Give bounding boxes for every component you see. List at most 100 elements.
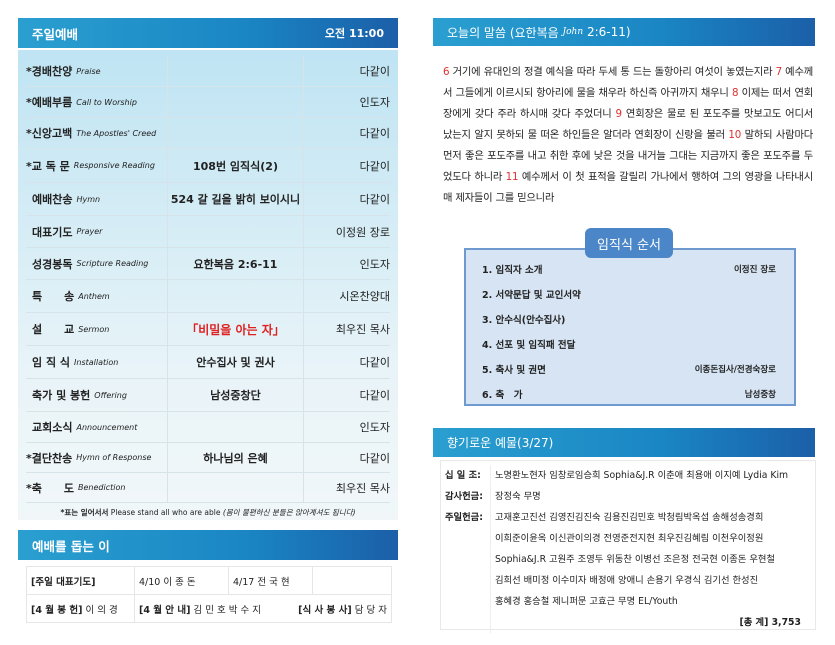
item-ko: *교 독 문 bbox=[26, 159, 70, 173]
item-ko: 대표기도 bbox=[32, 225, 73, 239]
item-en: Prayer bbox=[76, 227, 103, 236]
item-leader: 시온찬양대 bbox=[339, 290, 390, 303]
item-ko: *예배부름 bbox=[26, 96, 73, 109]
item-detail bbox=[168, 118, 304, 148]
item-en: Announcement bbox=[76, 422, 138, 432]
cell: [주일 대표기도] bbox=[26, 566, 135, 595]
item-detail bbox=[168, 87, 304, 117]
worship-item: 교회소식 Announcement 인도자 bbox=[26, 412, 390, 443]
item-leader: 인도자 bbox=[359, 96, 390, 109]
worship-item: *축 도 Benediction 최우진 목사 bbox=[26, 473, 390, 503]
item-en: Responsive Reading bbox=[73, 161, 155, 170]
worship-item: *결단찬송 Hymn of Response 하나님의 은혜 다같이 bbox=[26, 443, 390, 473]
item-leader: 인도자 bbox=[359, 257, 390, 271]
item-en: Benediction bbox=[78, 483, 126, 492]
item-ko: 성경봉독 bbox=[32, 257, 73, 271]
worship-item: 축가 및 봉헌 Offering 남성중창단 다같이 bbox=[26, 379, 390, 412]
item-en: Offering bbox=[94, 390, 127, 400]
verse-text: 말하되 사람마다 먼저 좋은 포도주를 내고 취한 후에 낮은 것을 내거늘 그… bbox=[443, 129, 813, 183]
cell: [4 월 봉 헌] 이 의 경 bbox=[26, 594, 135, 623]
item-en: Praise bbox=[76, 66, 101, 76]
helpers-table: [주일 대표기도] 4/10 이 종 돈 4/17 전 국 현 [4 월 봉 헌… bbox=[26, 566, 392, 623]
item-ko: 설 교 bbox=[32, 323, 75, 336]
cell: [4 월 안 내] 김 민 호 박 수 지 [식 사 봉 사] 담 당 자 bbox=[134, 594, 392, 623]
item-leader: 다같이 bbox=[359, 159, 390, 173]
offering-row: 김희선 배미정 이수미자 배정애 양애니 손용기 우경식 김기선 한성진 bbox=[441, 570, 815, 591]
item-detail bbox=[168, 473, 304, 502]
worship-item: *신앙고백 The Apostles' Creed 다같이 bbox=[26, 118, 390, 149]
worship-item: 설 교 Sermon 「비밀을 아는 자」 최우진 목사 bbox=[26, 313, 390, 346]
item-en: Anthem bbox=[78, 291, 110, 301]
helpers-header: 예배를 돕는 이 bbox=[18, 530, 398, 560]
item-ko: *경배찬양 bbox=[26, 65, 73, 78]
item-leader: 다같이 bbox=[359, 389, 390, 402]
verse-number: 10 bbox=[728, 129, 742, 141]
item-detail: 요한복음 2:6-11 bbox=[168, 248, 304, 279]
worship-item: 대표기도 Prayer 이정원 장로 bbox=[26, 216, 390, 248]
installation-step: 2. 서약문답 및 교인서약 bbox=[482, 289, 581, 301]
installation-step: 5. 축사 및 권면 이종돈집사/전경숙장로 bbox=[482, 364, 776, 376]
verse-number: 11 bbox=[505, 171, 519, 183]
verse-text: 연회장은 물로 된 포도주를 맛보고도 어디서 났는지 알지 못하되 물 떠온 … bbox=[443, 108, 813, 141]
worship-item: 특 송 Anthem 시온찬양대 bbox=[26, 280, 390, 313]
item-leader: 다같이 bbox=[359, 127, 390, 140]
item-ko: 교회소식 bbox=[32, 421, 73, 434]
verse-text: 이제는 떠서 연회장에게 갖다 주라 하시매 갖다 주었더니 bbox=[443, 87, 813, 120]
worship-item: 임 직 식 Installation 안수집사 및 권사 다같이 bbox=[26, 346, 390, 379]
cell bbox=[312, 566, 392, 595]
item-leader: 최우진 목사 bbox=[335, 323, 390, 336]
item-en: Scripture Reading bbox=[76, 259, 149, 268]
installation-step: 6. 축 가 남성중창 bbox=[482, 389, 776, 401]
verse-number: 7 bbox=[775, 66, 783, 78]
verse-number: 6 bbox=[443, 66, 450, 78]
verse-text: 거기에 유대인의 정결 예식을 따라 두세 통 드는 돌항아리 여섯이 놓였는지… bbox=[449, 66, 776, 78]
worship-item: 성경봉독 Scripture Reading 요한복음 2:6-11 인도자 bbox=[26, 248, 390, 280]
item-leader: 다같이 bbox=[359, 356, 390, 369]
offering-row: 홍혜경 홍승철 제니퍼문 고효근 무명 EL/Youth bbox=[441, 591, 815, 612]
item-ko: *신앙고백 bbox=[26, 127, 73, 140]
item-en: Sermon bbox=[78, 324, 110, 334]
item-detail: 「비밀을 아는 자」 bbox=[168, 313, 304, 345]
item-detail bbox=[168, 216, 304, 247]
offering-row: Sophia&J.R 고원주 조영두 위동찬 이병선 조은정 전국현 이종돈 우… bbox=[441, 549, 815, 570]
item-ko: 임 직 식 bbox=[32, 356, 71, 369]
installation-order: 1. 임직자 소개 이정진 장로 2. 서약문답 및 교인서약 3. 안수식(안수집사… bbox=[464, 248, 796, 406]
item-ko: 특 송 bbox=[32, 290, 75, 303]
item-ko: 축가 및 봉헌 bbox=[32, 389, 91, 402]
item-detail: 524 갈 길을 밝히 보이시니 bbox=[168, 183, 304, 215]
worship-item: 예배찬송 Hymn 524 갈 길을 밝히 보이시니 다같이 bbox=[26, 183, 390, 216]
offering-row: 감사헌금: 장정숙 무명 bbox=[441, 486, 815, 507]
installation-step: 1. 임직자 소개 이정진 장로 bbox=[482, 264, 776, 276]
item-leader: 이정원 장로 bbox=[335, 225, 390, 239]
item-detail: 남성중창단 bbox=[168, 379, 304, 411]
offering-row: 십 일 조: 노명환노현자 임창로임승희 Sophia&J.R 이춘애 최용애 이… bbox=[441, 465, 815, 486]
item-en: Installation bbox=[74, 357, 119, 367]
item-detail bbox=[168, 56, 304, 86]
offering-total: [총 계] 3,753 bbox=[441, 612, 815, 633]
cell: 4/17 전 국 현 bbox=[228, 566, 313, 595]
worship-item: *예배부름 Call to Worship 인도자 bbox=[26, 87, 390, 118]
offering-header: 향기로운 예물(3/27) bbox=[433, 428, 815, 457]
item-leader: 다같이 bbox=[359, 65, 390, 78]
item-en: Hymn of Response bbox=[76, 453, 152, 462]
offering-row: 주일헌금: 고재훈고진선 김영진김진숙 김용진김민호 박청림박옥섭 송해성송경희 bbox=[441, 507, 815, 528]
verse-number: 9 bbox=[615, 108, 623, 120]
offering-row: 이희준이윤옥 이신관이의경 전영준전지현 최우진김혜림 이천우이정원 bbox=[441, 528, 815, 549]
cell: 4/10 이 종 돈 bbox=[134, 566, 229, 595]
item-en: Hymn bbox=[76, 194, 101, 204]
installation-title: 임직식 순서 bbox=[585, 228, 673, 258]
scripture-text: 6 거기에 유대인의 정결 예식을 따라 두세 통 드는 돌항아리 여섯이 놓였… bbox=[443, 62, 813, 209]
worship-item: *경배찬양 Praise 다같이 bbox=[26, 56, 390, 87]
item-ko: *결단찬송 bbox=[26, 451, 73, 465]
item-ko: *축 도 bbox=[26, 481, 74, 495]
item-detail: 안수집사 및 권사 bbox=[168, 346, 304, 378]
worship-title: 주일예배 bbox=[32, 26, 79, 42]
installation-step: 3. 안수식(안수집사) bbox=[482, 314, 566, 326]
worship-header: 주일예배 오전 11:00 bbox=[18, 18, 398, 48]
item-leader: 다같이 bbox=[359, 451, 390, 465]
item-ko: 예배찬송 bbox=[32, 193, 73, 206]
worship-time: 오전 11:00 bbox=[324, 27, 384, 40]
item-detail bbox=[168, 280, 304, 312]
offering-list: 십 일 조: 노명환노현자 임창로임승희 Sophia&J.R 이춘애 최용애 이… bbox=[440, 460, 816, 633]
item-en: The Apostles' Creed bbox=[76, 128, 157, 138]
